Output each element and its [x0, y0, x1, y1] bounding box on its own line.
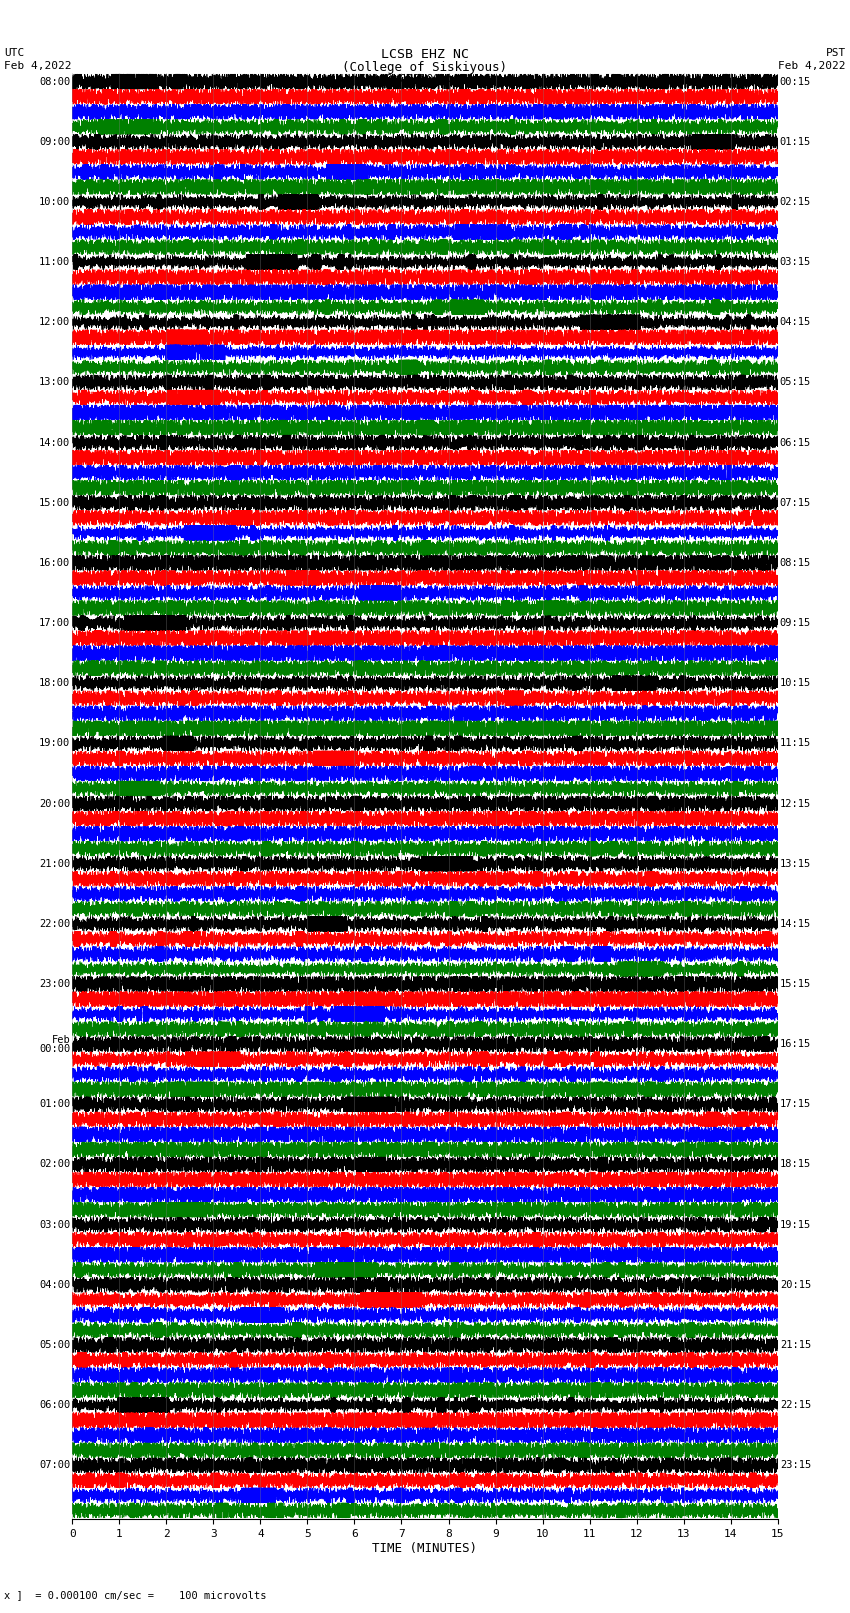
Text: 17:15: 17:15 [779, 1100, 811, 1110]
Text: 21:15: 21:15 [779, 1340, 811, 1350]
Text: 02:15: 02:15 [779, 197, 811, 206]
Text: 21:00: 21:00 [39, 858, 71, 869]
Text: 15:00: 15:00 [39, 498, 71, 508]
Text: Feb 4,2022: Feb 4,2022 [4, 61, 71, 71]
Text: 11:15: 11:15 [779, 739, 811, 748]
Text: 02:00: 02:00 [39, 1160, 71, 1169]
Text: UTC: UTC [4, 48, 25, 58]
Text: 22:00: 22:00 [39, 919, 71, 929]
Text: LCSB EHZ NC: LCSB EHZ NC [381, 48, 469, 61]
Text: 13:15: 13:15 [779, 858, 811, 869]
Text: 20:15: 20:15 [779, 1279, 811, 1290]
Text: 01:15: 01:15 [779, 137, 811, 147]
Text: 10:00: 10:00 [39, 197, 71, 206]
Text: 23:00: 23:00 [39, 979, 71, 989]
Text: 07:15: 07:15 [779, 498, 811, 508]
Text: 01:00: 01:00 [39, 1100, 71, 1110]
Text: 00:15: 00:15 [779, 76, 811, 87]
Text: 03:00: 03:00 [39, 1219, 71, 1229]
Text: 19:15: 19:15 [779, 1219, 811, 1229]
Text: 03:15: 03:15 [779, 256, 811, 268]
Text: 18:15: 18:15 [779, 1160, 811, 1169]
Text: 22:15: 22:15 [779, 1400, 811, 1410]
Text: x ]  = 0.000100 cm/sec =    100 microvolts: x ] = 0.000100 cm/sec = 100 microvolts [4, 1590, 267, 1600]
Text: 17:00: 17:00 [39, 618, 71, 627]
Text: 08:15: 08:15 [779, 558, 811, 568]
Text: 09:15: 09:15 [779, 618, 811, 627]
Text: 18:00: 18:00 [39, 677, 71, 689]
Text: PST: PST [825, 48, 846, 58]
Text: Feb
00:00: Feb 00:00 [39, 1034, 71, 1053]
Text: 07:00: 07:00 [39, 1460, 71, 1471]
Text: 06:00: 06:00 [39, 1400, 71, 1410]
Text: 08:00: 08:00 [39, 76, 71, 87]
Text: 06:15: 06:15 [779, 437, 811, 447]
Text: 16:15: 16:15 [779, 1039, 811, 1048]
Text: 13:00: 13:00 [39, 377, 71, 387]
Text: 04:15: 04:15 [779, 318, 811, 327]
Text: 19:00: 19:00 [39, 739, 71, 748]
Text: 12:15: 12:15 [779, 798, 811, 808]
Text: 05:15: 05:15 [779, 377, 811, 387]
Text: 11:00: 11:00 [39, 256, 71, 268]
Text: Feb 4,2022: Feb 4,2022 [779, 61, 846, 71]
Text: ⏐ = 0.000100 cm/sec: ⏐ = 0.000100 cm/sec [360, 73, 487, 82]
Text: 14:00: 14:00 [39, 437, 71, 447]
Text: 12:00: 12:00 [39, 318, 71, 327]
X-axis label: TIME (MINUTES): TIME (MINUTES) [372, 1542, 478, 1555]
Text: 05:00: 05:00 [39, 1340, 71, 1350]
Text: 16:00: 16:00 [39, 558, 71, 568]
Text: 09:00: 09:00 [39, 137, 71, 147]
Text: 15:15: 15:15 [779, 979, 811, 989]
Text: 23:15: 23:15 [779, 1460, 811, 1471]
Text: 04:00: 04:00 [39, 1279, 71, 1290]
Text: 10:15: 10:15 [779, 677, 811, 689]
Text: 14:15: 14:15 [779, 919, 811, 929]
Text: 20:00: 20:00 [39, 798, 71, 808]
Text: (College of Siskiyous): (College of Siskiyous) [343, 61, 507, 74]
